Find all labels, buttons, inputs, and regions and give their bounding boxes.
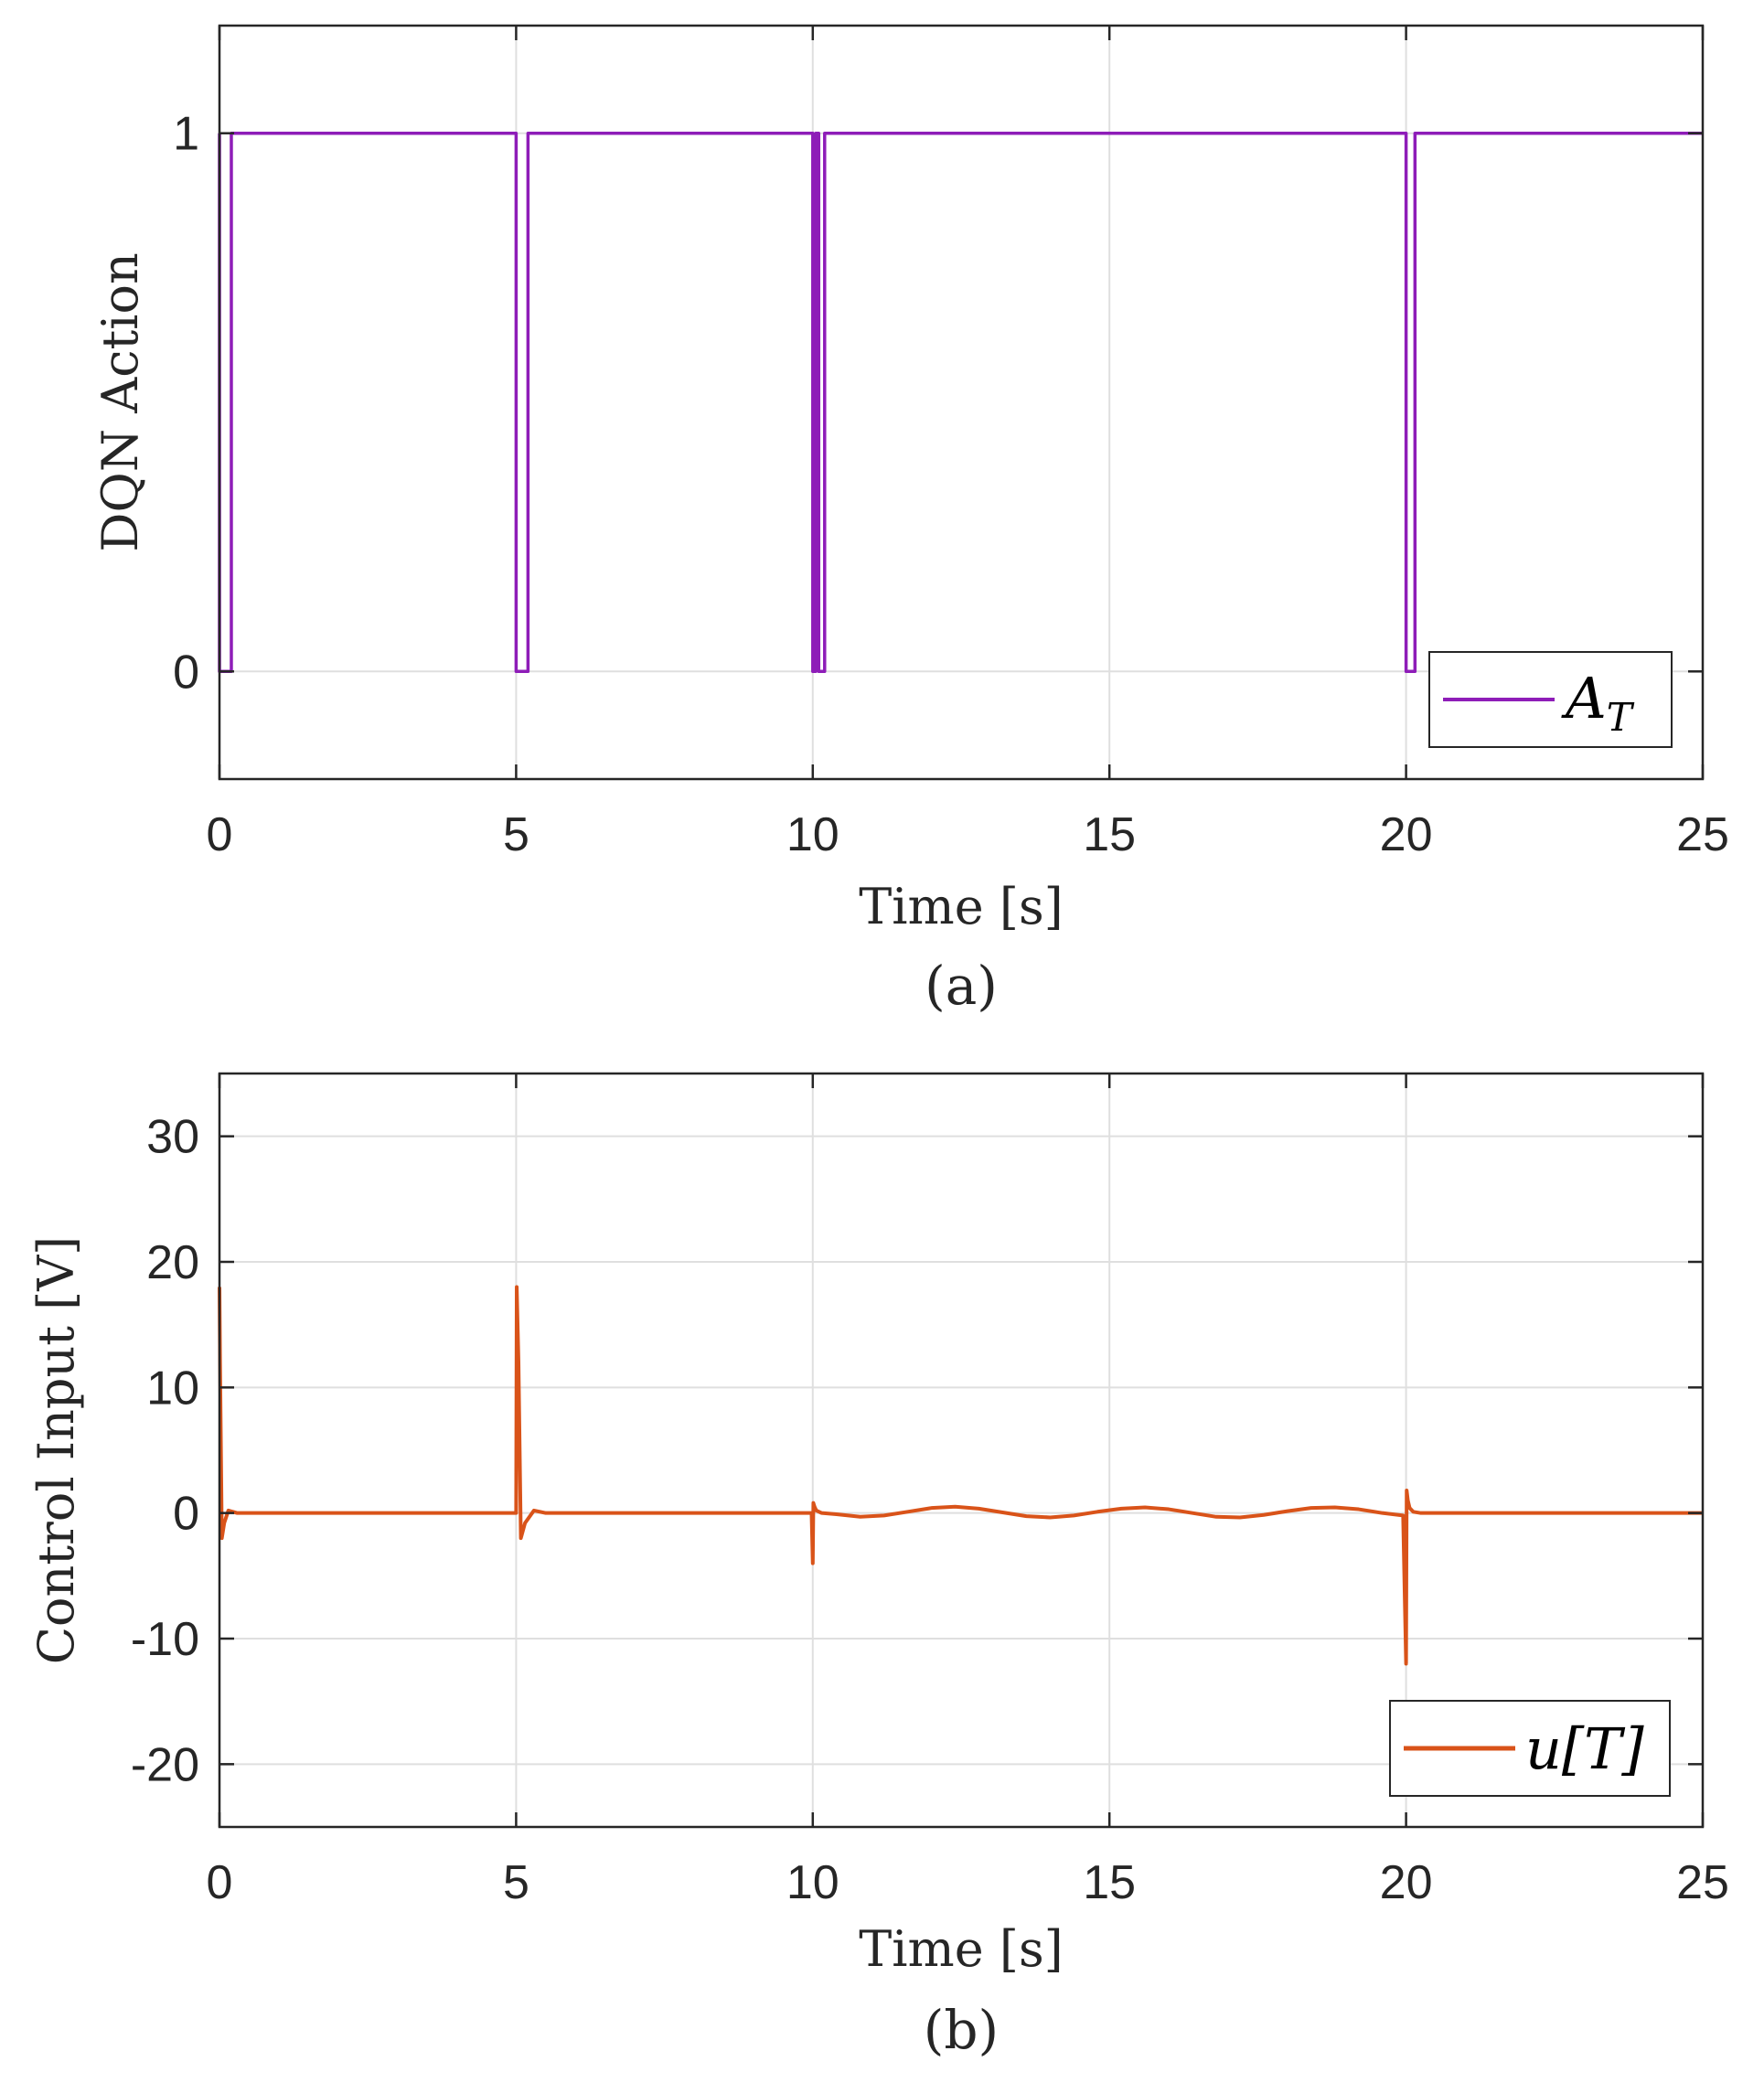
- series-line-a-0: [218, 131, 1703, 674]
- ytick-label-b-3: 10: [146, 1362, 199, 1415]
- ylabel-b: Control Input [V]: [27, 1236, 85, 1665]
- xtick-label-a-0: 0: [207, 808, 233, 861]
- ytick-label-b-4: 20: [146, 1236, 199, 1289]
- legend-label-a-main: A: [1561, 665, 1607, 732]
- ytick-labels-a: 01: [173, 108, 1703, 699]
- xtick-label-a-5: 25: [1676, 808, 1729, 861]
- legend-b: u[T]: [1389, 1700, 1671, 1797]
- series-a: [218, 131, 1703, 674]
- xlabel-a: Time [s]: [859, 878, 1063, 935]
- ytick-label-b-0: -20: [131, 1738, 199, 1791]
- xtick-label-a-2: 10: [786, 808, 839, 861]
- caption-b: (b): [924, 1999, 999, 2061]
- series-b: [218, 1285, 1703, 1666]
- xlabel-b: Time [s]: [859, 1920, 1063, 1978]
- caption-a: (a): [925, 955, 998, 1017]
- axes-box-a: [218, 24, 1705, 781]
- xtick-label-b-2: 10: [786, 1856, 839, 1909]
- ytick-label-a-1: 1: [173, 108, 199, 161]
- ytick-labels-b: -20 -10 0 10 20 30: [131, 1111, 1703, 1791]
- xtick-labels-b: 0 5 10 15 20 25: [207, 1074, 1729, 1909]
- xtick-label-a-3: 15: [1083, 808, 1136, 861]
- ytick-label-b-2: 0: [173, 1488, 199, 1541]
- legend-label-a-sub: T: [1607, 695, 1635, 740]
- xtick-label-b-3: 15: [1083, 1856, 1136, 1909]
- series-line-b-0: [218, 1285, 1703, 1666]
- panel-a: 0 5 10 15 20 25 01 Time [s] DQN Action (a) AT: [91, 24, 1729, 1017]
- xtick-labels-a: 0 5 10 15 20 25: [207, 26, 1729, 861]
- xtick-label-a-4: 20: [1380, 808, 1433, 861]
- ytick-label-b-5: 30: [146, 1111, 199, 1164]
- ytick-label-a-0: 0: [173, 646, 199, 699]
- legend-a: AT: [1428, 651, 1673, 748]
- ytick-label-b-1: -10: [131, 1613, 199, 1666]
- xtick-label-a-1: 5: [503, 808, 529, 861]
- ylabel-a: DQN Action: [91, 252, 149, 551]
- xtick-label-b-4: 20: [1380, 1856, 1433, 1909]
- xtick-label-b-0: 0: [207, 1856, 233, 1909]
- xtick-label-b-1: 5: [503, 1856, 529, 1909]
- axes-box-b: [218, 1072, 1705, 1829]
- panel-b: 0 5 10 15 20 25 -20 -10 0 10 20 30 Time [s] Contro…: [27, 1072, 1729, 2061]
- legend-label-a: AT: [1561, 665, 1635, 740]
- xtick-label-b-5: 25: [1676, 1856, 1729, 1909]
- legend-label-b: u[T]: [1525, 1715, 1644, 1782]
